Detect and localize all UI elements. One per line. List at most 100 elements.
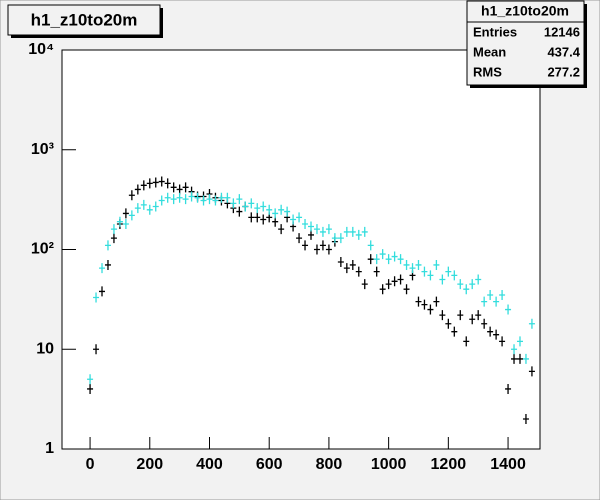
- data-point: [469, 314, 476, 325]
- stats-value: 277.2: [547, 64, 580, 79]
- data-point: [385, 279, 392, 290]
- frame: [61, 49, 541, 450]
- data-point: [302, 219, 309, 230]
- data-point: [278, 224, 285, 235]
- data-point: [128, 210, 135, 221]
- data-point: [373, 254, 380, 265]
- stats-value: 437.4: [547, 44, 580, 59]
- y-tick-label: 1: [45, 440, 54, 457]
- data-point: [308, 229, 315, 240]
- data-point: [122, 208, 129, 219]
- data-point: [152, 177, 159, 188]
- data-point: [487, 289, 494, 300]
- stats-label: Entries: [473, 24, 517, 39]
- data-point: [511, 344, 518, 355]
- data-point: [319, 226, 326, 237]
- data-point: [397, 274, 404, 285]
- data-point: [343, 263, 350, 274]
- data-point: [511, 353, 518, 364]
- data-point: [463, 284, 470, 295]
- data-point: [194, 192, 201, 203]
- data-point: [87, 383, 94, 394]
- x-tick-label: 400: [196, 456, 223, 473]
- data-point: [140, 180, 147, 191]
- data-point: [409, 263, 416, 274]
- x-tick-label: 1000: [371, 456, 407, 473]
- title-box: [7, 4, 161, 36]
- data-point: [516, 353, 523, 364]
- data-point: [493, 296, 500, 307]
- data-point: [200, 195, 207, 206]
- data-point: [308, 221, 315, 232]
- data-point: [158, 176, 165, 187]
- data-point: [481, 296, 488, 307]
- y-tick-label: 10³: [31, 141, 54, 158]
- data-point: [337, 233, 344, 244]
- data-point: [528, 318, 535, 329]
- data-point: [99, 286, 106, 297]
- x-tick-label: 1400: [490, 456, 526, 473]
- data-point: [93, 344, 100, 355]
- data-point: [337, 256, 344, 267]
- data-point: [355, 229, 362, 240]
- data-point: [296, 233, 303, 244]
- data-point: [134, 203, 141, 214]
- data-point: [361, 279, 368, 290]
- data-point: [475, 274, 482, 285]
- data-point: [128, 190, 135, 201]
- data-point: [421, 299, 428, 310]
- data-point: [248, 198, 255, 209]
- data-point: [349, 259, 356, 270]
- data-point: [218, 192, 225, 203]
- data-point: [415, 296, 422, 307]
- data-point: [528, 366, 535, 377]
- data-point: [439, 274, 446, 285]
- data-point: [236, 194, 243, 205]
- data-point: [367, 254, 374, 265]
- data-point: [146, 178, 153, 189]
- data-point: [325, 244, 332, 255]
- data-point: [522, 413, 529, 424]
- data-point: [296, 212, 303, 223]
- data-point: [290, 214, 297, 225]
- data-point: [451, 326, 458, 337]
- data-point: [463, 336, 470, 347]
- data-point: [313, 224, 320, 235]
- data-point: [391, 276, 398, 287]
- data-point: [487, 326, 494, 337]
- data-point: [164, 192, 171, 203]
- data-point: [427, 304, 434, 315]
- data-point: [206, 194, 213, 205]
- data-point: [99, 263, 106, 274]
- data-point: [445, 266, 452, 277]
- y-tick-label: 10⁴: [28, 41, 54, 58]
- data-point: [182, 182, 189, 193]
- data-point: [331, 233, 338, 244]
- data-point: [260, 214, 267, 225]
- data-point: [284, 206, 291, 217]
- stats-box: [466, 0, 585, 86]
- data-point: [104, 259, 111, 270]
- data-point: [439, 310, 446, 321]
- data-point: [110, 224, 117, 235]
- data-point: [457, 310, 464, 321]
- data-point: [385, 254, 392, 265]
- data-point: [134, 184, 141, 195]
- data-point: [110, 233, 117, 244]
- x-tick-label: 800: [316, 456, 343, 473]
- data-point: [182, 194, 189, 205]
- data-point: [349, 226, 356, 237]
- data-point: [278, 204, 285, 215]
- data-point: [522, 353, 529, 364]
- data-point: [236, 206, 243, 217]
- data-point: [116, 216, 123, 227]
- data-point: [224, 192, 231, 203]
- data-point: [361, 226, 368, 237]
- y-tick-label: 10: [36, 340, 54, 357]
- data-point: [93, 292, 100, 303]
- data-point: [475, 310, 482, 321]
- data-point: [433, 296, 440, 307]
- data-point: [272, 208, 279, 219]
- data-point: [499, 289, 506, 300]
